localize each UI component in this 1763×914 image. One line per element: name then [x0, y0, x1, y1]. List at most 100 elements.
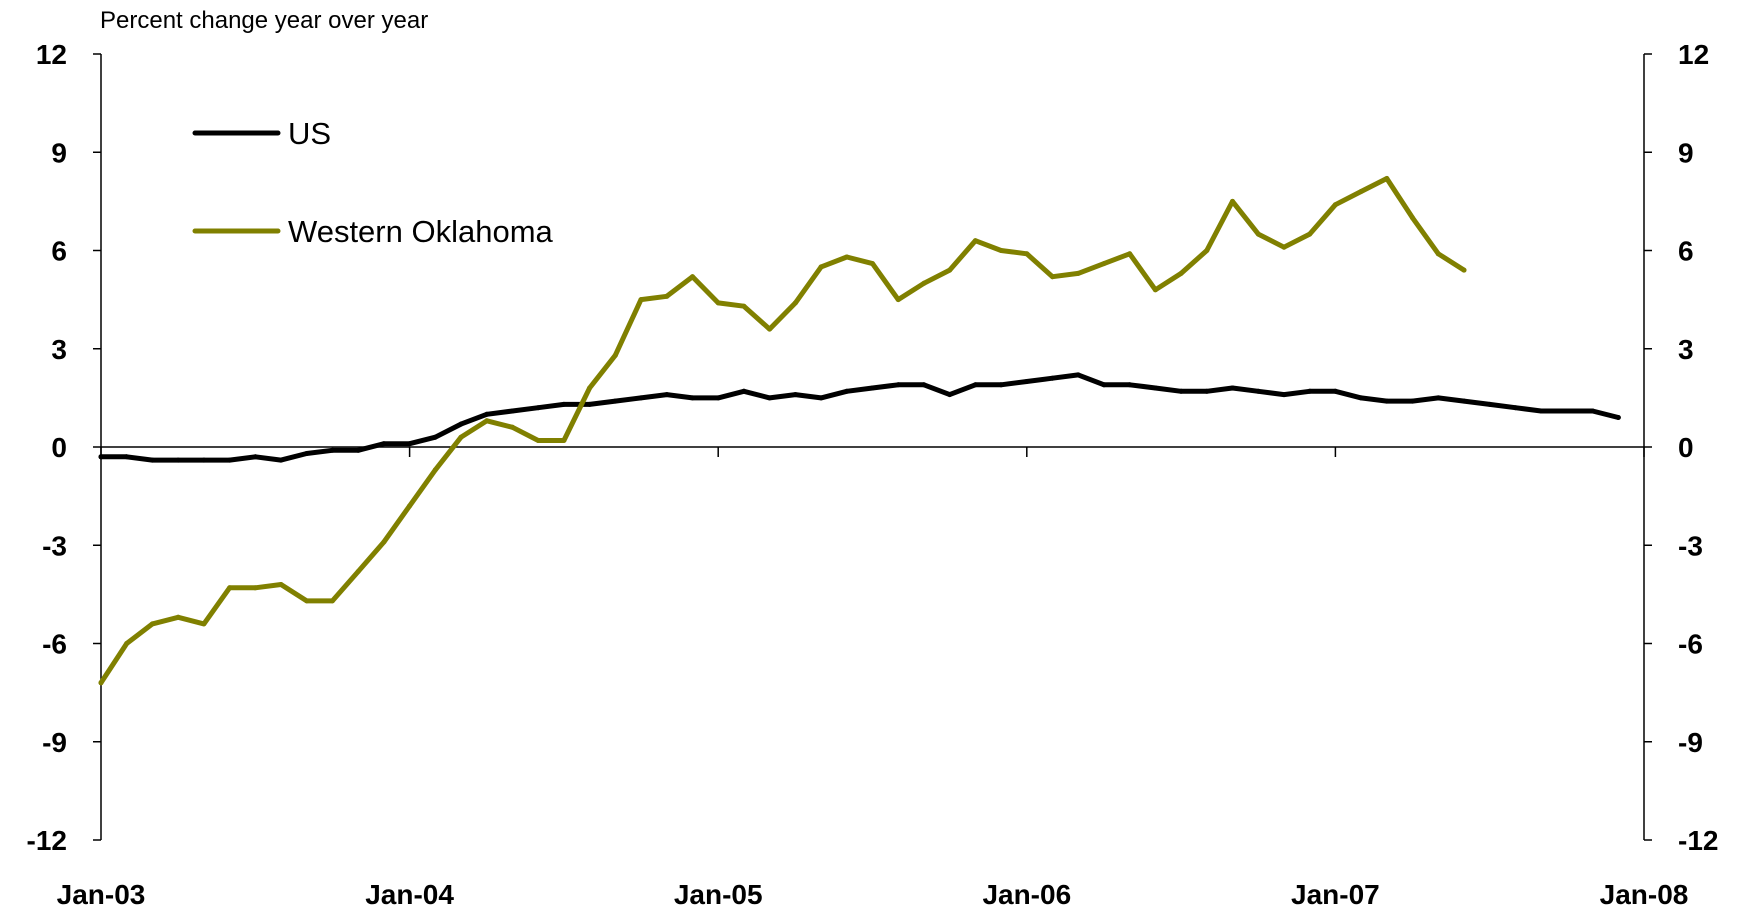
data-point: [1410, 398, 1415, 404]
left-y-tick-label: 3: [51, 334, 67, 365]
data-point: [870, 385, 875, 391]
data-point: [895, 297, 901, 303]
x-tick-label: Jan-06: [982, 879, 1071, 910]
data-point: [998, 248, 1004, 253]
data-point: [1101, 261, 1107, 267]
data-point: [1152, 385, 1158, 391]
data-point: [1435, 395, 1441, 401]
right-y-tick-label: -9: [1678, 727, 1703, 758]
data-point: [329, 447, 335, 453]
data-point: [227, 585, 233, 591]
data-point: [1178, 270, 1184, 276]
data-point: [1101, 382, 1107, 388]
right-y-tick-label: -12: [1678, 825, 1718, 856]
y-axis-label: Percent change year over year: [100, 7, 428, 34]
data-point: [741, 303, 747, 309]
data-point: [201, 457, 207, 463]
right-y-tick-label: -6: [1678, 629, 1703, 660]
data-point: [458, 421, 464, 427]
data-point: [690, 395, 695, 401]
data-point: [381, 441, 387, 447]
data-point: [612, 352, 618, 358]
data-point: [1127, 382, 1133, 388]
right-y-tick-label: 3: [1678, 334, 1694, 365]
legend: US Western Oklahoma: [192, 116, 554, 249]
data-point: [278, 457, 284, 463]
data-point: [844, 388, 850, 394]
data-point: [1050, 274, 1055, 280]
data-point: [278, 582, 284, 587]
data-point: [844, 254, 850, 260]
series-line-1: [98, 176, 1467, 686]
series-line-0: [98, 372, 1621, 463]
data-point: [175, 614, 181, 620]
series-lines: [98, 176, 1621, 686]
data-point: [1152, 287, 1158, 293]
data-point: [484, 418, 490, 424]
data-point: [767, 395, 773, 401]
data-point: [1615, 415, 1621, 420]
data-point: [98, 680, 104, 686]
data-point: [1075, 270, 1081, 276]
x-tick-label: Jan-05: [674, 879, 763, 910]
data-point: [1307, 231, 1313, 237]
data-point: [1384, 398, 1390, 404]
data-point: [972, 238, 978, 244]
right-y-tick-label: -3: [1678, 530, 1703, 561]
data-point: [921, 382, 927, 388]
data-point: [1410, 215, 1415, 221]
data-point: [407, 503, 413, 509]
data-point: [355, 569, 361, 574]
legend-label: US: [288, 116, 331, 151]
data-point: [792, 300, 798, 306]
data-point: [638, 297, 644, 303]
data-point: [98, 454, 104, 460]
data-point: [1230, 385, 1235, 391]
data-point: [175, 457, 181, 463]
data-point: [895, 382, 901, 388]
data-point: [1230, 198, 1235, 204]
data-point: [1461, 267, 1467, 273]
right-y-tick-label: 12: [1678, 39, 1709, 70]
data-point: [149, 457, 155, 463]
data-point: [664, 392, 670, 398]
data-point: [1024, 251, 1030, 257]
left-y-tick-label: -12: [27, 825, 67, 856]
data-point: [1512, 405, 1518, 411]
data-point: [304, 598, 310, 604]
data-point: [972, 382, 978, 388]
data-point: [792, 392, 798, 398]
left-y-tick-label: -9: [42, 727, 67, 758]
series-1: [98, 176, 1467, 686]
data-point: [149, 621, 155, 627]
data-point: [124, 641, 130, 646]
x-tick-label: Jan-08: [1600, 879, 1689, 910]
data-point: [510, 408, 515, 414]
data-point: [252, 454, 258, 460]
left-y-tick-label: 6: [51, 236, 67, 267]
data-point: [355, 447, 361, 453]
data-point: [818, 264, 824, 270]
data-point: [1332, 388, 1338, 394]
data-point: [1564, 408, 1570, 414]
data-point: [1075, 372, 1081, 378]
data-point: [432, 434, 438, 440]
left-y-tick-label: 0: [51, 432, 67, 463]
data-point: [484, 411, 490, 417]
data-point: [1024, 379, 1030, 384]
data-point: [1590, 408, 1596, 414]
data-point: [1358, 395, 1364, 401]
data-point: [1358, 189, 1364, 194]
data-point: [407, 441, 413, 447]
data-point: [715, 395, 721, 401]
data-point: [1538, 408, 1544, 414]
data-point: [561, 438, 567, 443]
right-y-tick-label: 0: [1678, 432, 1694, 463]
left-y-tick-label: -6: [42, 629, 67, 660]
data-point: [1281, 392, 1287, 398]
data-point: [921, 280, 927, 286]
data-point: [1281, 244, 1287, 250]
data-point: [1178, 388, 1184, 394]
data-point: [381, 539, 387, 545]
data-point: [664, 293, 670, 299]
